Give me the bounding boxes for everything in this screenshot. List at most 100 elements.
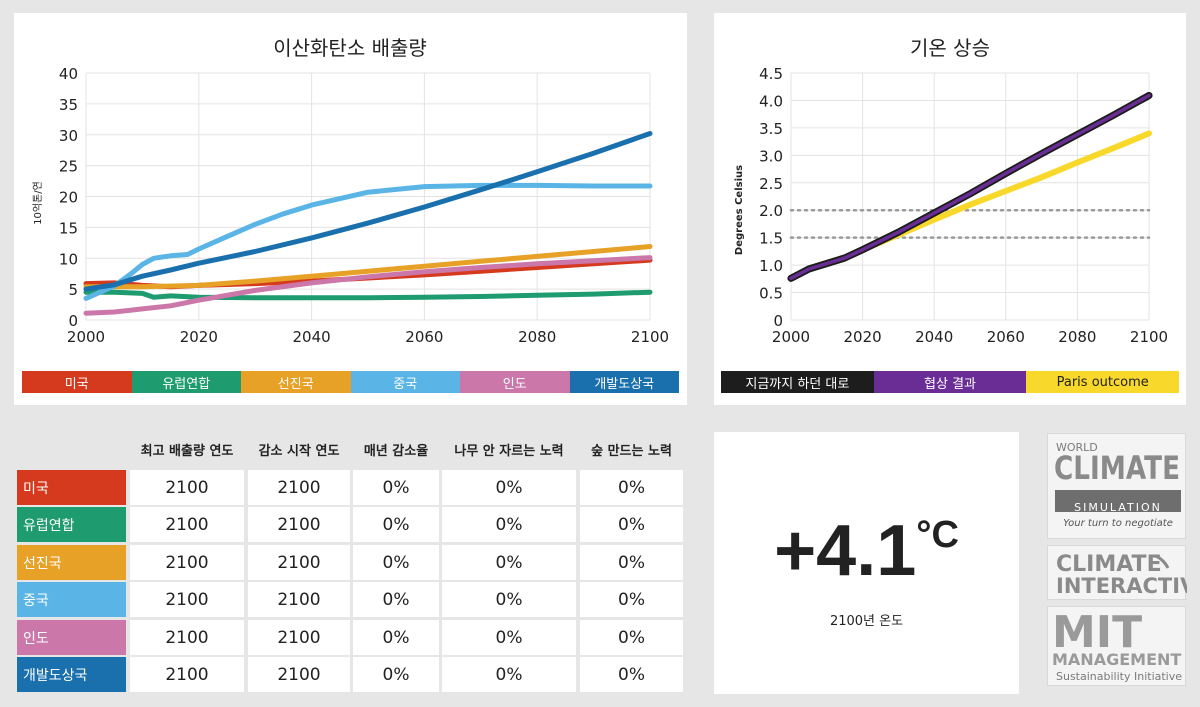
annual-rate-cell[interactable]: 0% (353, 507, 439, 542)
temperature-unit: °C (916, 514, 959, 556)
x-tick-label: 2040 (293, 328, 331, 346)
deforestation-cell[interactable]: 0% (442, 507, 576, 542)
mit-line2: MANAGEMENT (1052, 650, 1181, 669)
y-tick-label: 2.5 (759, 175, 783, 193)
ci-line1: CLIMATE (1056, 552, 1162, 577)
x-tick-label: 2060 (405, 328, 443, 346)
y-tick-label: 0 (68, 312, 78, 330)
header-annual-rate: 매년 감소율 (363, 444, 429, 459)
afforestation-cell[interactable]: 0% (580, 657, 683, 692)
peak-year-cell[interactable]: 2100 (130, 657, 244, 692)
y-tick-label: 2.0 (759, 202, 783, 220)
series-line-협상 결과 (789, 93, 1151, 281)
x-tick-label: 2000 (772, 328, 810, 346)
x-tick-label: 2020 (180, 328, 218, 346)
header-afforestation: 숲 만드는 노력 (591, 444, 672, 459)
x-tick-label: 2040 (915, 328, 953, 346)
y-tick-label: 3.5 (759, 120, 783, 138)
y-tick-label: 3.0 (759, 147, 783, 165)
deforestation-cell[interactable]: 0% (442, 545, 576, 580)
afforestation-cell[interactable]: 0% (580, 507, 683, 542)
afforestation-cell[interactable]: 0% (580, 582, 683, 617)
y-tick-label: 20 (59, 189, 78, 207)
header-peak-year: 최고 배출량 연도 (140, 444, 234, 459)
deforestation-cell[interactable]: 0% (442, 657, 576, 692)
afforestation-cell[interactable]: 0% (580, 470, 683, 505)
series-line-개발도상국 (83, 131, 653, 292)
annual-rate-cell[interactable]: 0% (353, 545, 439, 580)
wcs-main-text: CLIMATE (1054, 449, 1180, 487)
annual-rate-cell[interactable]: 0% (353, 470, 439, 505)
policy-table: 최고 배출량 연도 감소 시작 연도 매년 감소율 나무 안 자르는 노력 숲 … (14, 432, 687, 694)
temperature-legend: 지금까지 하던 대로 협상 결과 Paris outcome (721, 371, 1180, 393)
table-row: 개발도상국 2100 2100 0% 0% 0% (14, 657, 687, 692)
peak-year-cell[interactable]: 2100 (130, 507, 244, 542)
annual-rate-cell[interactable]: 0% (353, 582, 439, 617)
temperature-panel: 기온 상승 Degrees Celsius 2000 2020 2040 2060 20… (714, 13, 1186, 405)
ci-arrow-icon (1155, 554, 1170, 569)
peak-year-cell[interactable]: 2100 (130, 545, 244, 580)
afforestation-cell[interactable]: 0% (580, 620, 683, 655)
y-tick-label: 40 (59, 65, 78, 83)
row-label: 인도 (17, 620, 126, 655)
row-label: 미국 (17, 470, 126, 505)
legend-india: 인도 (460, 371, 570, 393)
peak-year-cell[interactable]: 2100 (130, 470, 244, 505)
y-tick-label: 0 (773, 312, 783, 330)
y-tick-label: 35 (59, 96, 78, 114)
header-decline-start: 감소 시작 연도 (258, 444, 340, 459)
table-row: 유럽연합 2100 2100 0% 0% 0% (14, 507, 687, 542)
temperature-caption: 2100년 온도 (829, 614, 904, 629)
afforestation-cell[interactable]: 0% (580, 545, 683, 580)
y-tick-label: 1.5 (759, 230, 783, 248)
deforestation-cell[interactable]: 0% (442, 470, 576, 505)
climate-interactive-logo: CLIMATE INTERACTIVE (1047, 545, 1200, 600)
table-row: 인도 2100 2100 0% 0% 0% (14, 620, 687, 655)
mit-sloan-logo: MIT MANAGEMENT Sustainability Initiative (1047, 606, 1186, 686)
temperature-chart-title: 기온 상승 (910, 36, 990, 60)
emissions-panel: 이산화탄소 배출량 10억톤/연 2000 2020 2040 2060 2080 210… (14, 13, 687, 405)
decline-start-cell[interactable]: 2100 (248, 582, 350, 617)
emissions-legend: 미국 유럽연합 선진국 중국 인도 개발도상국 (22, 371, 679, 393)
decline-start-cell[interactable]: 2100 (248, 470, 350, 505)
decline-start-cell[interactable]: 2100 (248, 507, 350, 542)
decline-start-cell[interactable]: 2100 (248, 545, 350, 580)
series-line-인도 (83, 255, 653, 316)
header-deforestation: 나무 안 자르는 노력 (454, 444, 564, 459)
temperature-result: +4.1°C (714, 510, 1019, 592)
x-tick-label: 2000 (67, 328, 105, 346)
peak-year-cell[interactable]: 2100 (130, 582, 244, 617)
x-tick-label: 2100 (631, 328, 669, 346)
wcs-sub-text: SIMULATION (1074, 501, 1162, 514)
series-line-유럽연합 (83, 289, 653, 301)
decline-start-cell[interactable]: 2100 (248, 657, 350, 692)
row-label: 유럽연합 (17, 507, 126, 542)
y-tick-label: 5 (68, 281, 78, 299)
annual-rate-cell[interactable]: 0% (353, 620, 439, 655)
row-label: 개발도상국 (17, 657, 126, 692)
legend-paris: Paris outcome (1026, 371, 1180, 393)
y-tick-label: 15 (59, 219, 78, 237)
legend-us: 미국 (22, 371, 132, 393)
emissions-chart: 이산화탄소 배출량 10억톤/연 2000 2020 2040 2060 2080 210… (32, 36, 669, 346)
legend-developed: 선진국 (241, 371, 351, 393)
y-tick-label: 0.5 (759, 285, 783, 303)
deforestation-cell[interactable]: 0% (442, 620, 576, 655)
y-tick-label: 4.5 (759, 65, 783, 83)
result-panel: +4.1°C 2100년 온도 (714, 432, 1019, 694)
y-tick-label: 10 (59, 250, 78, 268)
x-tick-label: 2020 (844, 328, 882, 346)
x-tick-label: 2080 (518, 328, 556, 346)
y-tick-label: 4.0 (759, 92, 783, 110)
legend-eu: 유럽연합 (131, 371, 241, 393)
mit-line3: Sustainability Initiative (1056, 670, 1182, 683)
annual-rate-cell[interactable]: 0% (353, 657, 439, 692)
deforestation-cell[interactable]: 0% (442, 582, 576, 617)
peak-year-cell[interactable]: 2100 (130, 620, 244, 655)
world-climate-simulation-logo: WORLD CLIMATE SIMULATION Your turn to ne… (1047, 433, 1186, 539)
emissions-y-label: 10억톤/연 (32, 181, 44, 225)
row-label: 선진국 (17, 545, 126, 580)
emissions-chart-title: 이산화탄소 배출량 (273, 36, 427, 60)
decline-start-cell[interactable]: 2100 (248, 620, 350, 655)
temperature-value: +4.1 (774, 511, 917, 591)
